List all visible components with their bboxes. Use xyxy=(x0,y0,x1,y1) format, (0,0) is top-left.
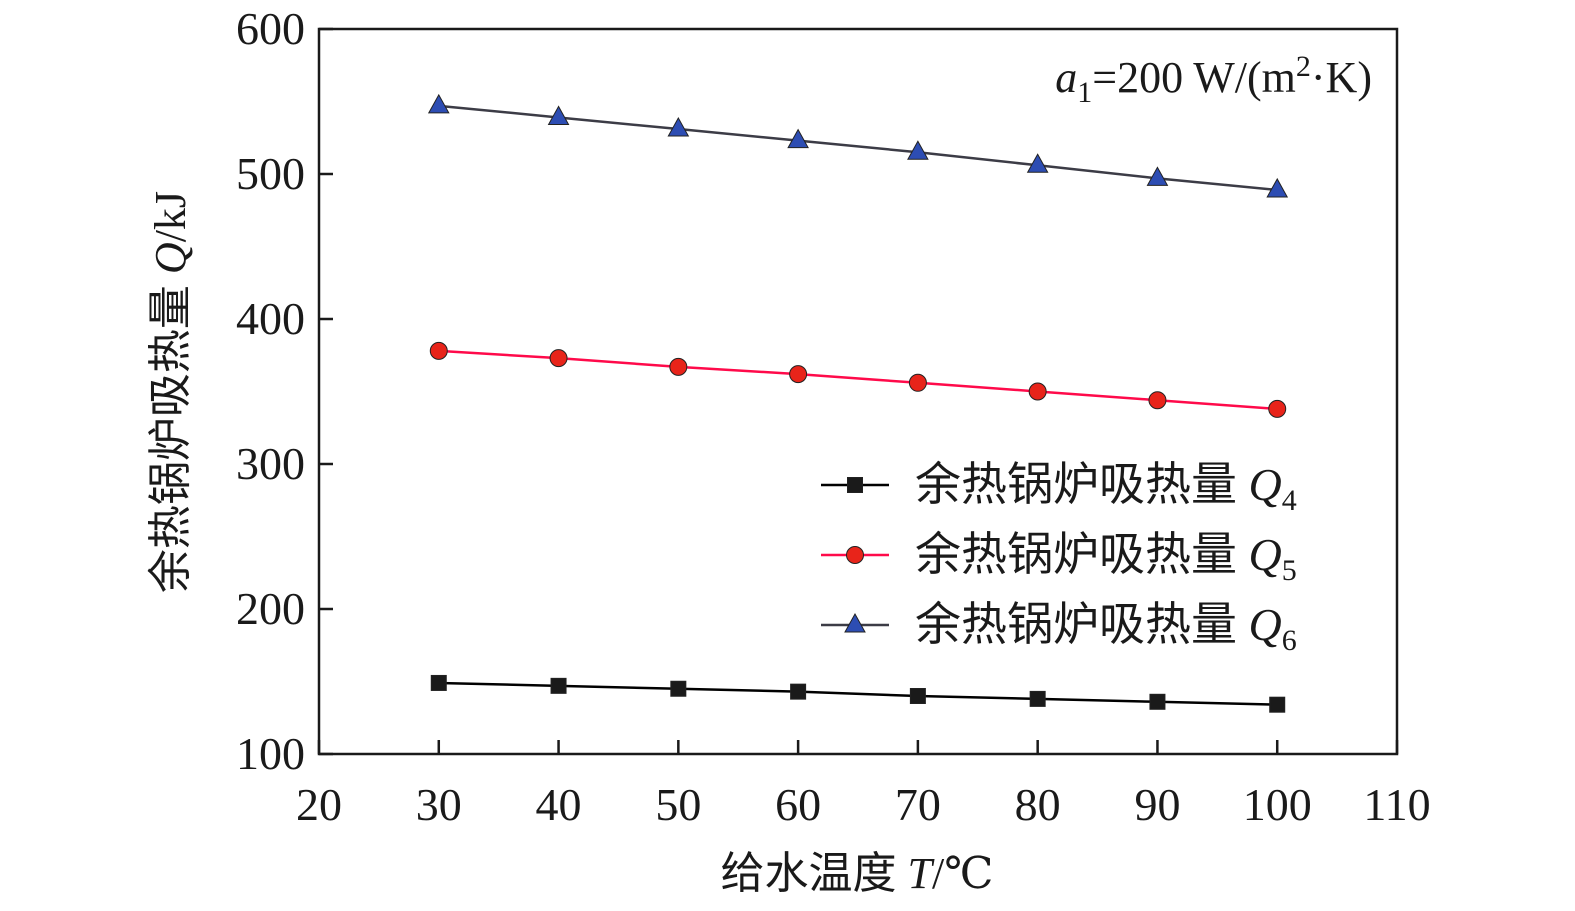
legend-sub-q6: 6 xyxy=(1282,624,1297,657)
legend-sub-q5: 5 xyxy=(1282,554,1297,587)
legend-var-q4: Q xyxy=(1249,459,1282,510)
legend-var-q6: Q xyxy=(1249,599,1282,650)
data-point-q4 xyxy=(909,688,926,704)
data-point-q4 xyxy=(550,677,567,694)
y-tick-label: 300 xyxy=(236,438,305,489)
annotation-eq: =200 W/(m xyxy=(1092,53,1296,102)
data-point-q5 xyxy=(549,349,568,368)
x-axis-title-var: T xyxy=(908,849,936,898)
y-tick-label: 600 xyxy=(236,3,305,54)
data-point-q5 xyxy=(789,365,808,384)
series-q5 xyxy=(429,341,1287,418)
data-point-q5 xyxy=(1268,399,1287,418)
legend-text-q5: 余热锅炉吸热量 xyxy=(915,529,1249,580)
legend-sub-q4: 4 xyxy=(1282,484,1297,517)
data-point-q6 xyxy=(1266,177,1289,198)
data-point-q6 xyxy=(427,93,450,114)
legend-item-q5: 余热锅炉吸热量 Q5 xyxy=(821,529,1297,587)
x-tick-label: 110 xyxy=(1363,779,1430,830)
legend-symbol-q6 xyxy=(821,612,889,633)
data-point-q5 xyxy=(1148,391,1167,410)
x-tick-label: 60 xyxy=(775,779,821,830)
data-point-q6 xyxy=(787,128,809,149)
data-point-q6 xyxy=(907,140,929,160)
legend-symbol-q4 xyxy=(821,477,889,493)
legend-marker-q4 xyxy=(847,477,863,493)
legend: 余热锅炉吸热量 Q4 余热锅炉吸热量 Q5 余热锅炉吸热量 Q6 xyxy=(821,459,1297,657)
legend-text-q4: 余热锅炉吸热量 xyxy=(915,459,1249,510)
annotation: a1=200 W/(m2·K) xyxy=(1055,50,1372,109)
x-axis-title: 给水温度 T/℃ xyxy=(721,849,994,898)
x-tick-label: 100 xyxy=(1243,779,1312,830)
x-tick-label: 70 xyxy=(895,779,941,830)
y-axis-title: 余热锅炉吸热量 Q/kJ xyxy=(146,191,195,593)
data-point-q5 xyxy=(1028,382,1047,401)
data-point-q6 xyxy=(1026,153,1049,173)
x-tick-label: 90 xyxy=(1134,779,1180,830)
x-axis-title-text: 给水温度 xyxy=(721,849,908,898)
x-tick-label: 20 xyxy=(296,779,342,830)
series-layer xyxy=(427,93,1289,713)
annotation-sub: 1 xyxy=(1077,76,1092,109)
data-point-q4 xyxy=(670,680,687,697)
legend-item-q4: 余热锅炉吸热量 Q4 xyxy=(821,459,1297,517)
y-tick-label: 400 xyxy=(236,293,305,344)
x-tick-label: 50 xyxy=(655,779,701,830)
legend-symbol-q5 xyxy=(821,546,889,564)
legend-marker-q5 xyxy=(846,546,864,564)
legend-text-q6: 余热锅炉吸热量 xyxy=(915,599,1249,650)
legend-item-q6: 余热锅炉吸热量 Q6 xyxy=(821,599,1297,657)
x-tick-label: 30 xyxy=(416,779,462,830)
annotation-var: a xyxy=(1055,53,1077,102)
plot-frame xyxy=(317,27,1399,756)
legend-label-q4: 余热锅炉吸热量 Q4 xyxy=(915,459,1297,517)
series-q4 xyxy=(430,674,1286,713)
data-point-q4 xyxy=(1269,696,1286,713)
y-axis-ticks: 100 200 300 400 500 600 xyxy=(236,3,333,779)
legend-label-q5: 余热锅炉吸热量 Q5 xyxy=(915,529,1297,587)
y-tick-label: 100 xyxy=(236,728,305,779)
data-point-q6 xyxy=(1146,166,1169,186)
data-point-q5 xyxy=(908,373,927,392)
legend-marker-q6 xyxy=(844,612,866,633)
annotation-sup: 2 xyxy=(1296,50,1311,83)
annotation-tail: ·K) xyxy=(1311,53,1372,102)
y-axis-title-var: Q xyxy=(146,242,195,274)
x-tick-label: 80 xyxy=(1015,779,1061,830)
series-q6 xyxy=(427,93,1289,198)
x-axis-title-unit: /℃ xyxy=(932,849,993,898)
series-q5-line xyxy=(438,349,1278,411)
data-point-q4 xyxy=(1149,693,1166,710)
series-q6-line xyxy=(438,104,1278,192)
data-point-q6 xyxy=(547,105,570,125)
series-q4-line xyxy=(438,681,1278,706)
x-axis-ticks: 20 30 40 50 60 70 80 90 100 110 xyxy=(296,740,1431,830)
y-axis-title-unit: /kJ xyxy=(146,191,195,242)
data-point-q5 xyxy=(429,341,448,360)
data-point-q4 xyxy=(790,683,807,700)
data-point-q5 xyxy=(669,357,688,376)
y-tick-label: 500 xyxy=(236,148,305,199)
legend-var-q5: Q xyxy=(1249,529,1282,580)
data-point-q4 xyxy=(430,674,447,691)
y-tick-label: 200 xyxy=(236,583,305,634)
data-point-q4 xyxy=(1029,690,1046,707)
legend-label-q6: 余热锅炉吸热量 Q6 xyxy=(915,599,1297,657)
y-axis-title-text: 余热锅炉吸热量 xyxy=(146,274,195,593)
x-tick-label: 40 xyxy=(536,779,582,830)
data-point-q6 xyxy=(667,117,690,137)
